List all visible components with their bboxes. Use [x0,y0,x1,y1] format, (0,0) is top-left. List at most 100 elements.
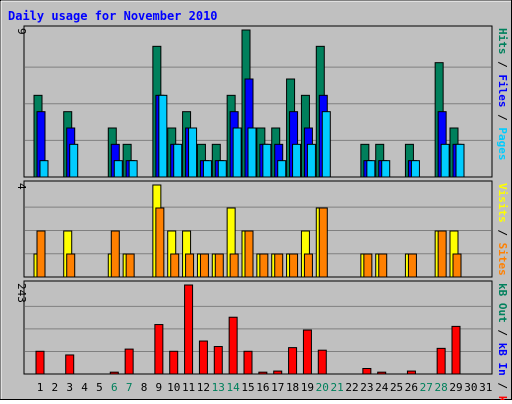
panel-visits-sites: 4 Visits / Sites [15,180,509,278]
bar-kb_f-day-13 [213,346,223,375]
x-tick-label-day-24: 24 [375,381,389,394]
bar-sites-day-11 [185,253,195,278]
bar-sites-day-10 [170,253,180,278]
bar-pages-day-19 [306,143,316,178]
bar-kb_f-day-29 [451,325,461,375]
x-tick-label-day-19: 19 [301,381,314,394]
legend-separator: / [496,223,509,243]
bar-pages-day-29 [455,143,465,178]
x-tick-label-day-28: 28 [435,381,448,394]
legend-item-pages: Pages [496,127,509,160]
legend-separator: / [496,108,509,128]
legend-separator: / [496,323,509,343]
legend-separator: / [496,376,509,396]
bar-sites-day-12 [199,253,209,278]
bar-kb_f-day-3 [65,354,75,375]
bar-kb_f-day-12 [198,340,208,375]
bar-pages-day-18 [292,143,302,178]
x-tick-label-day-15: 15 [241,381,254,394]
x-tick-label-day-3: 3 [66,381,73,394]
x-tick-label-day-6: 6 [111,381,118,394]
bar-kb_f-day-15 [243,350,253,375]
x-tick-label-day-30: 30 [464,381,477,394]
x-tick-label-day-25: 25 [390,381,403,394]
bar-pages-day-24 [381,160,391,178]
bar-kb_f-day-26 [406,370,416,375]
bar-pages-day-20 [321,111,331,178]
x-tick-label-day-21: 21 [331,381,344,394]
bar-sites-day-19 [303,253,313,278]
legend-item-visits: Visits [496,183,509,223]
bar-kb_f-day-24 [377,371,387,375]
bar-kb_f-day-18 [288,347,298,375]
bar-sites-day-26 [407,253,417,278]
bar-pages-day-7 [128,160,138,178]
bar-pages-day-15 [247,127,257,178]
bar-pages-day-26 [410,160,420,178]
bar-sites-day-6 [110,230,120,278]
legend-item-kb_out: kB Out [496,283,509,323]
x-tick-label-day-9: 9 [156,381,163,394]
bar-kb_f-day-14 [228,316,238,375]
bar-sites-day-9 [155,207,165,278]
bar-pages-day-13 [217,160,227,178]
bar-pages-day-9 [158,94,168,178]
bar-sites-day-28 [437,230,447,278]
bar-pages-day-11 [188,127,198,178]
bar-pages-day-6 [113,160,123,178]
legend-kbytes: kB Out / kB In / kB F [496,283,509,400]
bar-pages-day-1 [39,160,49,178]
bar-sites-day-7 [125,253,135,278]
chart-title: Daily usage for November 2010 [8,9,218,23]
bar-kb_f-day-20 [317,349,327,375]
bar-pages-day-3 [69,143,79,178]
bar-sites-day-3 [66,253,76,278]
x-tick-label-day-5: 5 [96,381,103,394]
y-axis-max-label: 4 [15,183,28,190]
x-tick-label-day-16: 16 [256,381,269,394]
x-tick-label-day-20: 20 [316,381,329,394]
x-tick-label-day-17: 17 [271,381,284,394]
x-tick-label-day-29: 29 [449,381,462,394]
x-tick-label-day-14: 14 [227,381,241,394]
x-axis-day-labels: 1 2 3 4 5 6 7 8 9 10 11 12 13 14 15 16 17 18 19 20 21 22 23 24 2… [37,381,493,394]
bar-sites-day-14 [229,253,239,278]
x-tick-label-day-27: 27 [420,381,433,394]
legend-separator: / [496,55,509,75]
bar-kb_f-day-9 [154,324,164,375]
x-tick-label-day-10: 10 [167,381,180,394]
y-axis-max-label: 243 [15,283,28,303]
legend-visits-sites: Visits / Sites [496,183,509,276]
y-axis-max-label: 9 [15,28,28,35]
bar-pages-day-14 [232,127,242,178]
bar-pages-day-16 [262,143,272,178]
x-tick-label-day-31: 31 [479,381,492,394]
legend-hits-files-pages: Hits / Files / Pages [496,28,509,161]
bar-sites-day-20 [318,207,328,278]
bar-kb_f-day-1 [35,350,45,375]
x-tick-label-day-1: 1 [37,381,44,394]
bar-kb_f-day-7 [124,348,134,375]
x-tick-label-day-12: 12 [197,381,210,394]
bar-kb_f-day-10 [169,350,179,375]
bar-kb_f-day-16 [258,371,268,375]
bar-kb_f-day-19 [302,329,312,375]
bar-sites-day-18 [289,253,299,278]
bar-sites-day-1 [36,230,46,278]
x-tick-label-day-2: 2 [52,381,59,394]
bar-sites-day-17 [274,253,284,278]
bar-sites-day-24 [378,253,388,278]
bar-kb_f-day-28 [436,347,446,375]
bar-sites-day-29 [452,253,462,278]
legend-item-files: Files [496,74,509,107]
legend-item-hits: Hits [496,28,509,55]
legend-item-kb_f: kB F [496,396,509,400]
panel-hits-files-pages: 9 Hits / Files / Pages [15,25,509,178]
bar-sites-day-23 [363,253,373,278]
bar-kb_f-day-11 [184,284,194,375]
x-tick-label-day-7: 7 [126,381,133,394]
